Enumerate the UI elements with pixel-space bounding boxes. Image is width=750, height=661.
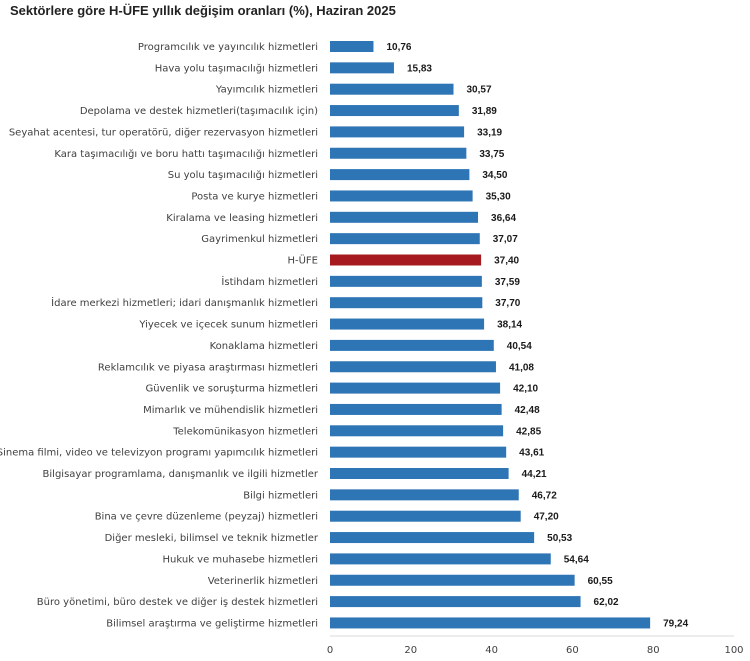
- category-label: Güvenlik ve soruşturma hizmetleri: [146, 384, 319, 395]
- bar: [330, 574, 575, 586]
- data-label: 33,75: [479, 149, 504, 160]
- x-tick-label: 20: [404, 645, 417, 656]
- category-label: Hukuk ve muhasebe hizmetleri: [163, 554, 318, 565]
- category-label: İstihdam hizmetleri: [221, 275, 318, 288]
- bar: [330, 425, 504, 437]
- bar: [330, 361, 496, 373]
- category-label: İdare merkezi hizmetleri; idari danışman…: [51, 296, 318, 309]
- bar: [330, 62, 394, 74]
- data-label: 34,50: [482, 170, 507, 181]
- category-label: Konaklama hizmetleri: [210, 341, 318, 352]
- category-label: Telekomünikasyon hizmetleri: [172, 426, 318, 437]
- chart-title: Sektörlere göre H-ÜFE yıllık değişim ora…: [10, 3, 396, 18]
- plot-area: Programcılık ve yayıncılık hizmetleri 10,…: [0, 41, 744, 656]
- data-label: 36,64: [491, 213, 516, 224]
- x-tick-label: 0: [327, 645, 333, 656]
- data-label: 60,55: [588, 576, 613, 587]
- category-label: Bilgi hizmetleri: [243, 490, 318, 501]
- category-label: Büro yönetimi, büro destek ve diğer iş d…: [37, 596, 318, 608]
- bar: [330, 489, 519, 501]
- bar: [330, 468, 509, 479]
- category-label: Mimarlık ve mühendislik hizmetleri: [143, 405, 318, 416]
- bar: [330, 297, 483, 309]
- category-label: Reklamcılık ve piyasa araştırması hizmet…: [98, 362, 318, 373]
- category-label: Su yolu taşımacılığı hizmetleri: [168, 169, 318, 181]
- data-label: 44,21: [522, 469, 547, 480]
- data-label: 46,72: [532, 490, 557, 501]
- data-label: 79,24: [663, 618, 688, 629]
- bar: [330, 275, 482, 287]
- bar: [330, 254, 482, 266]
- category-label: Gayrimenkul hizmetleri: [201, 234, 318, 245]
- bar: [330, 510, 521, 522]
- category-label: Bina ve çevre düzenleme (peyzaj) hizmetl…: [95, 512, 318, 523]
- bar: [330, 318, 485, 330]
- data-label: 37,70: [495, 298, 520, 309]
- category-label: Depolama ve destek hizmetleri(taşımacılı…: [80, 106, 318, 117]
- bar: [330, 126, 465, 138]
- data-label: 37,40: [494, 256, 519, 267]
- bar: [330, 339, 494, 351]
- bar: [330, 147, 467, 159]
- bar: [330, 382, 501, 394]
- data-label: 38,14: [497, 320, 522, 331]
- bar: [330, 233, 480, 245]
- bar: [330, 211, 479, 223]
- data-label: 47,20: [534, 512, 559, 523]
- category-label: Sinema filmi, video ve televizyon progra…: [0, 448, 318, 459]
- category-label: H-ÜFE: [287, 254, 318, 267]
- bar: [330, 41, 374, 52]
- data-label: 37,59: [495, 277, 520, 288]
- category-label: Diğer mesleki, bilimsel ve teknik hizmet…: [105, 532, 319, 544]
- bar: [330, 553, 551, 565]
- category-label: Yiyecek ve içecek sunum hizmetleri: [138, 320, 318, 331]
- bar: [330, 190, 473, 202]
- bar: [330, 596, 581, 608]
- bar: [330, 105, 459, 117]
- data-label: 15,83: [407, 63, 432, 74]
- x-tick-label: 60: [566, 645, 579, 656]
- bar: [330, 169, 470, 181]
- x-tick-label: 80: [647, 645, 660, 656]
- x-tick-label: 40: [485, 645, 498, 656]
- data-label: 30,57: [467, 85, 492, 96]
- data-label: 41,08: [509, 362, 534, 373]
- category-label: Veterinerlik hizmetleri: [208, 576, 318, 587]
- data-label: 62,02: [594, 597, 619, 608]
- category-label: Kara taşımacılığı ve boru hattı taşımacı…: [54, 148, 318, 160]
- data-label: 42,10: [513, 384, 538, 395]
- category-label: Seyahat acentesi, tur operatörü, diğer r…: [9, 126, 318, 138]
- bar: [330, 403, 502, 415]
- data-label: 42,48: [515, 405, 540, 416]
- data-label: 42,85: [516, 426, 541, 437]
- data-label: 37,07: [493, 234, 518, 245]
- data-label: 43,61: [519, 448, 544, 459]
- category-label: Bilgisayar programlama, danışmanlık ve i…: [43, 469, 319, 480]
- data-label: 31,89: [472, 106, 497, 117]
- data-label: 54,64: [564, 554, 589, 565]
- data-label: 40,54: [507, 341, 532, 352]
- bar: [330, 446, 507, 458]
- data-label: 10,76: [386, 42, 411, 53]
- data-label: 33,19: [477, 127, 502, 138]
- bar: [330, 532, 535, 544]
- category-label: Hava yolu taşımacılığı hizmetleri: [155, 62, 318, 74]
- x-tick-label: 100: [724, 645, 743, 656]
- data-label: 50,53: [547, 533, 572, 544]
- bar: [330, 617, 651, 629]
- category-label: Yayımcılık hizmetleri: [215, 85, 318, 96]
- data-label: 35,30: [486, 191, 511, 202]
- category-label: Bilimsel araştırma ve geliştirme hizmetl…: [106, 618, 318, 629]
- category-label: Kiralama ve leasing hizmetleri: [166, 213, 318, 224]
- category-label: Programcılık ve yayıncılık hizmetleri: [138, 42, 318, 53]
- bar: [330, 83, 454, 95]
- category-label: Posta ve kurye hizmetleri: [191, 191, 318, 202]
